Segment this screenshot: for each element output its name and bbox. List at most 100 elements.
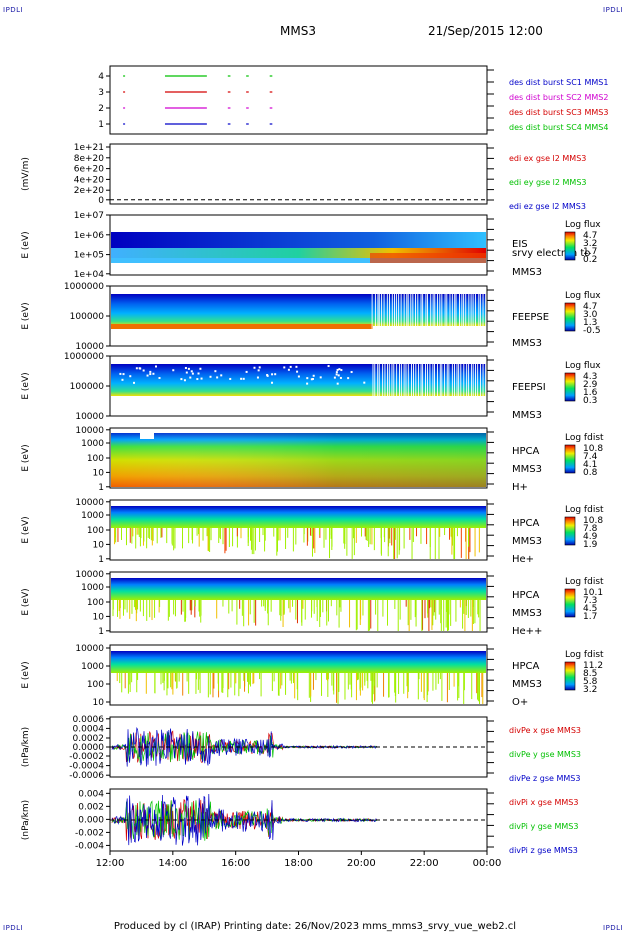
feepsi-speckle — [220, 374, 223, 377]
burst-ytick-label: 2 — [98, 104, 104, 114]
divpi-ytick-label: -0.004 — [75, 841, 104, 851]
eis-spectrogram-high — [111, 232, 486, 248]
feepsi-speckle — [336, 382, 339, 385]
edi-legend-entry: edi ez gse l2 MMS3 — [509, 202, 586, 211]
feepsi-speckle — [335, 373, 338, 376]
time-tick-label: 00:00 — [473, 858, 502, 869]
feepsi-speckle — [129, 375, 132, 378]
feepsi-speckle — [138, 367, 141, 370]
hpca_he1-ytick-label: 100 — [87, 526, 104, 536]
hpca_h-side-label: H+ — [512, 482, 528, 493]
feepsi-speckle — [242, 377, 245, 380]
hpca_he1-cbar-tick-label: 10.8 — [583, 516, 603, 526]
feepse-cbar — [564, 302, 576, 332]
divpi-ytick-label: 0.004 — [78, 789, 104, 799]
hpca_h-side-label: HPCA — [512, 446, 540, 457]
feepsi-speckle — [196, 378, 199, 381]
hpca_o-side-label: O+ — [512, 697, 528, 708]
feepsi-ylabel: E (eV) — [21, 372, 31, 399]
feepse-low-channel — [111, 324, 373, 329]
hpca_he2-cbar — [564, 588, 576, 618]
eis-ytick-label: 1e+06 — [74, 231, 105, 241]
hpca_he2-cbar-tick-label: 10.1 — [583, 588, 603, 598]
feepsi-speckle — [240, 377, 243, 380]
hpca_o-side-label: MMS3 — [512, 679, 542, 690]
feepsi-speckle — [311, 378, 314, 381]
feepsi-speckle — [287, 368, 290, 371]
edi-ytick-label: 6e+20 — [74, 165, 105, 175]
feepsi-speckle — [152, 372, 155, 375]
eis-cbar-tick-label: 3.2 — [583, 239, 597, 249]
eis-cbar-title: Log flux — [565, 220, 601, 230]
hpca_he1-side-label: He+ — [512, 554, 534, 565]
hpca_o-ytick-label: 10 — [93, 698, 105, 708]
feepsi-speckle — [119, 372, 122, 375]
eis-ytick-label: 1e+05 — [74, 251, 104, 261]
hpca_he2-ytick-label: 10000 — [75, 570, 104, 580]
hpca_o-cbar-tick-label: 3.2 — [583, 685, 597, 695]
hpca_o-ytick-label: 100 — [87, 680, 104, 690]
feepsi-speckle — [214, 370, 217, 373]
edi-frame — [109, 143, 488, 205]
divpi-legend-entry: divPi y gse MMS3 — [509, 822, 578, 831]
feepsi-cbar — [564, 372, 576, 402]
divpe-ytick-label: 0.0004 — [73, 724, 105, 734]
hpca_h-cbar — [564, 444, 576, 474]
eis-ylabel: E (eV) — [21, 231, 31, 258]
divpi-series-2 — [111, 793, 378, 846]
divpe-series-2 — [111, 726, 378, 767]
feepsi-cbar-tick-label: 1.6 — [583, 388, 598, 398]
feepse-spectrogram — [111, 294, 486, 326]
hpca_he2-ylabel: E (eV) — [21, 588, 31, 615]
feepsi-speckle — [121, 378, 124, 381]
hpca_he1-ytick-label: 1000 — [81, 511, 104, 521]
divpi-ytick-label: 0.002 — [78, 802, 104, 812]
divpe-ytick-label: 0.0006 — [73, 715, 105, 725]
time-tick-label: 22:00 — [410, 858, 439, 869]
edi-legend-entry: edi ex gse l2 MMS3 — [509, 154, 586, 163]
hpca_he2-ytick-label: 1 — [98, 627, 104, 637]
feepsi-speckle — [154, 365, 157, 368]
corner-label-bottom-right: IPDLI — [603, 924, 624, 932]
hpca_h-ytick-label: 100 — [87, 454, 104, 464]
hpca_he1-ytick-label: 10 — [93, 540, 105, 550]
hpca_he2-spectrogram — [111, 578, 486, 600]
hpca_he1-side-label: HPCA — [512, 518, 540, 529]
hpca_he1-cbar-tick-label: 1.9 — [583, 540, 598, 550]
hpca_he2-side-label: He++ — [512, 626, 542, 637]
edi-ylabel: (mV/m) — [21, 157, 31, 191]
hpca_h-ytick-label: 10 — [93, 468, 105, 478]
feepsi-speckle — [296, 370, 299, 373]
hpca_he2-ytick-label: 1000 — [81, 583, 104, 593]
hpca_h-ylabel: E (eV) — [21, 444, 31, 471]
hpca_he2-cbar-tick-label: 7.3 — [583, 596, 597, 606]
eis-side-label: srvy electron to — [512, 248, 590, 259]
hpca-h-gap — [140, 433, 154, 439]
hpca_o-cbar-tick-label: 5.8 — [583, 677, 598, 687]
feepsi-speckle — [229, 377, 232, 380]
feepsi-speckle — [256, 376, 259, 379]
hpca_o-cbar-title: Log fdist — [565, 650, 604, 660]
hpca_o-frame — [109, 644, 488, 706]
feepse-side-label: MMS3 — [512, 338, 542, 349]
feepsi-speckle — [295, 365, 298, 368]
feepsi-ytick-label: 10000 — [75, 412, 104, 422]
feepsi-speckle — [312, 374, 315, 377]
feepsi-speckle — [283, 366, 286, 369]
hpca-h-spectrogram-overlay — [111, 433, 486, 487]
hpca_o-ylabel: E (eV) — [21, 661, 31, 688]
feepsi-speckle — [135, 367, 138, 370]
hpca_h-cbar-tick-label: 10.8 — [583, 444, 603, 454]
divpi-series-1 — [111, 800, 378, 841]
hpca_he2-ytick-label: 10 — [93, 612, 105, 622]
feepsi-speckle — [274, 373, 277, 376]
feepsi-speckle — [258, 366, 261, 369]
divpe-ytick-label: 0.0002 — [73, 734, 105, 744]
edi-ytick-label: 1e+21 — [74, 143, 104, 153]
feepsi-speckle — [297, 375, 300, 378]
feepsi-speckle — [337, 374, 340, 377]
feepsi-speckle — [183, 379, 186, 382]
feepsi-speckle — [347, 377, 350, 380]
feepsi-speckle — [209, 375, 212, 378]
hpca_h-side-label: MMS3 — [512, 464, 542, 475]
